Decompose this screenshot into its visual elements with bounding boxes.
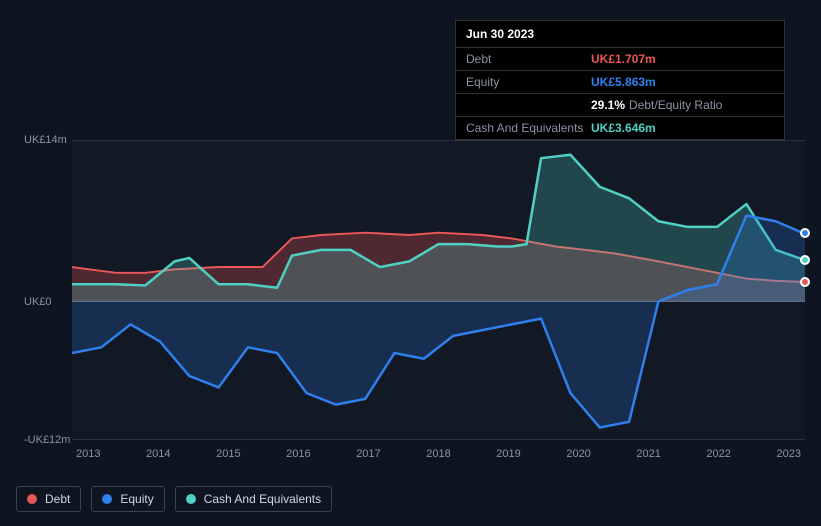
y-axis-label: UK£0 xyxy=(24,296,52,308)
legend-label: Cash And Equivalents xyxy=(204,492,321,506)
legend-dot-icon xyxy=(102,494,112,504)
tooltip-row-debt: Debt UK£1.707m xyxy=(456,48,784,71)
x-axis-label: 2018 xyxy=(426,448,450,460)
x-axis-label: 2017 xyxy=(356,448,380,460)
series-marker xyxy=(800,255,810,265)
x-axis-label: 2013 xyxy=(76,448,100,460)
tooltip-row-cash: Cash And Equivalents UK£3.646m xyxy=(456,117,784,139)
tooltip-label: Equity xyxy=(466,75,591,89)
x-axis-labels: 2013 2014 2015 2016 2017 2018 2019 2020 2021 2022… xyxy=(72,448,805,460)
legend: Debt Equity Cash And Equivalents xyxy=(16,486,332,512)
tooltip-ratio-label: Debt/Equity Ratio xyxy=(629,98,722,112)
tooltip-row-ratio: 29.1% Debt/Equity Ratio xyxy=(456,94,784,117)
tooltip-value: UK£3.646m xyxy=(591,121,656,135)
y-axis-label: UK£14m xyxy=(24,134,67,146)
tooltip-label xyxy=(466,98,591,112)
debt-equity-chart: Jun 30 2023 Debt UK£1.707m Equity UK£5.8… xyxy=(16,20,805,512)
series-marker xyxy=(800,228,810,238)
tooltip-value: UK£1.707m xyxy=(591,52,656,66)
legend-dot-icon xyxy=(27,494,37,504)
chart-svg xyxy=(72,140,805,440)
series-marker xyxy=(800,277,810,287)
x-axis-label: 2015 xyxy=(216,448,240,460)
x-axis-label: 2019 xyxy=(496,448,520,460)
x-axis-label: 2022 xyxy=(706,448,730,460)
x-axis-label: 2020 xyxy=(566,448,590,460)
tooltip-value: UK£5.863m xyxy=(591,75,656,89)
tooltip-row-equity: Equity UK£5.863m xyxy=(456,71,784,94)
legend-item[interactable]: Cash And Equivalents xyxy=(175,486,332,512)
legend-item[interactable]: Debt xyxy=(16,486,81,512)
tooltip-label: Cash And Equivalents xyxy=(466,121,591,135)
x-axis-label: 2021 xyxy=(636,448,660,460)
chart-tooltip: Jun 30 2023 Debt UK£1.707m Equity UK£5.8… xyxy=(455,20,785,140)
plot-area[interactable] xyxy=(72,140,805,440)
x-axis-label: 2016 xyxy=(286,448,310,460)
tooltip-ratio-value: 29.1% xyxy=(591,98,625,112)
x-axis-label: 2023 xyxy=(776,448,800,460)
tooltip-date: Jun 30 2023 xyxy=(456,21,784,48)
tooltip-label: Debt xyxy=(466,52,591,66)
legend-label: Debt xyxy=(45,492,70,506)
legend-dot-icon xyxy=(186,494,196,504)
y-axis-label: -UK£12m xyxy=(24,434,70,446)
legend-item[interactable]: Equity xyxy=(91,486,164,512)
legend-label: Equity xyxy=(120,492,153,506)
x-axis-label: 2014 xyxy=(146,448,170,460)
